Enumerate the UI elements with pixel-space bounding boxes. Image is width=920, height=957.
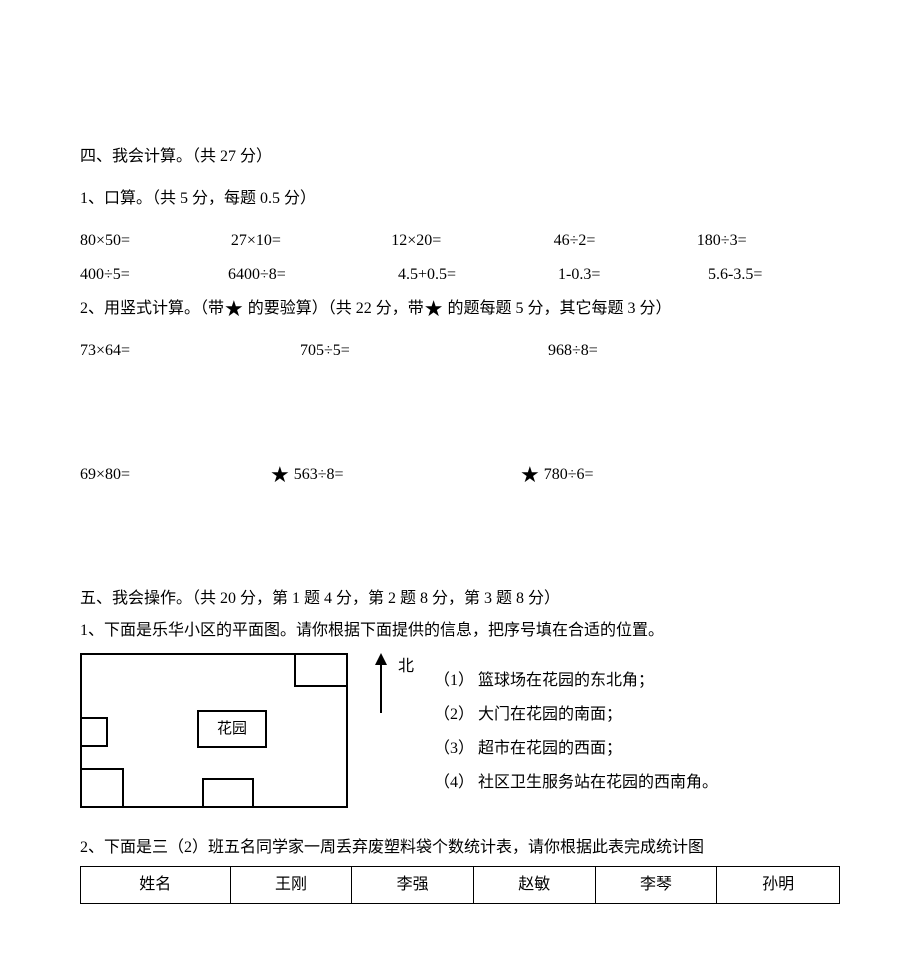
plan-garden: 花园 [197, 710, 267, 748]
calc-cell: 73×64= [80, 339, 300, 363]
calc-cell: 1-0.3= [558, 263, 708, 287]
calc-cell: 968÷8= [548, 339, 598, 363]
calc-cell: 12×20= [391, 229, 553, 253]
info-item: （1） 篮球场在花园的东北角； [434, 669, 718, 693]
info-list: （1） 篮球场在花园的东北角； （2） 大门在花园的南面； （3） 超市在花园的… [434, 649, 718, 805]
plan-map: 花园 [80, 653, 348, 808]
star-icon: ★ [270, 464, 290, 486]
calc-text: 780÷6= [544, 466, 594, 483]
calc-text: 563÷8= [294, 466, 344, 483]
section5-title: 五、我会操作。（共 20 分，第 1 题 4 分，第 2 题 8 分，第 3 题… [80, 587, 840, 611]
q2-title-a: 2、用竖式计算。（带 [80, 300, 224, 317]
stats-table: 姓名 王刚 李强 赵敏 李琴 孙明 [80, 866, 840, 904]
table-header: 王刚 [231, 867, 353, 903]
calc-cell: 46÷2= [554, 229, 697, 253]
star-icon: ★ [224, 298, 244, 320]
plan-box-s [202, 778, 254, 808]
calc-cell: 180÷3= [697, 229, 840, 253]
plan-box-sw [80, 768, 124, 808]
calc-cell: 6400÷8= [228, 263, 398, 287]
north-indicator [366, 653, 396, 713]
table-header: 李琴 [596, 867, 718, 903]
info-item: （3） 超市在花园的西面； [434, 737, 718, 761]
q1-row1: 80×50= 27×10= 12×20= 46÷2= 180÷3= [80, 229, 840, 253]
q2-title: 2、用竖式计算。（带★ 的要验算）（共 22 分，带★ 的题每题 5 分，其它每… [80, 297, 840, 321]
plan-box-ne [294, 653, 348, 687]
calc-cell: 4.5+0.5= [398, 263, 558, 287]
garden-label: 花园 [217, 718, 247, 741]
calc-cell: 5.6-3.5= [708, 263, 762, 287]
q1-title: 1、口算。（共 5 分，每题 0.5 分） [80, 187, 840, 211]
calc-cell: 80×50= [80, 229, 231, 253]
section4-title: 四、我会计算。（共 27 分） [80, 145, 840, 169]
calc-cell: 400÷5= [80, 263, 228, 287]
calc-cell: 69×80= [80, 463, 270, 487]
spacer [80, 373, 840, 463]
arrow-stem [380, 665, 382, 713]
q2-row1: 73×64= 705÷5= 968÷8= [80, 339, 840, 363]
q5-2-title: 2、下面是三（2）班五名同学家一周丢弃废塑料袋个数统计表，请你根据此表完成统计图 [80, 836, 840, 860]
map-section: 花园 北 （1） 篮球场在花园的东北角； （2） 大门在花园的南面； （3） 超… [80, 649, 840, 808]
plan-box-w [80, 717, 108, 747]
table-header: 姓名 [81, 867, 231, 903]
calc-cell: 705÷5= [300, 339, 548, 363]
calc-cell: 27×10= [231, 229, 391, 253]
north-label: 北 [398, 655, 414, 679]
star-icon: ★ [424, 298, 444, 320]
info-item: （4） 社区卫生服务站在花园的西南角。 [434, 771, 718, 795]
table-header: 赵敏 [474, 867, 596, 903]
arrow-head-icon [375, 653, 387, 665]
table-header: 孙明 [717, 867, 839, 903]
q5-1-title: 1、下面是乐华小区的平面图。请你根据下面提供的信息，把序号填在合适的位置。 [80, 619, 840, 643]
spacer [80, 497, 840, 587]
north-label-wrap: 北 [398, 655, 414, 679]
calc-cell: ★ 563÷8= [270, 463, 520, 487]
q2-title-c: 的题每题 5 分，其它每题 3 分） [444, 300, 672, 317]
table-header: 李强 [352, 867, 474, 903]
info-item: （2） 大门在花园的南面； [434, 703, 718, 727]
calc-cell: ★ 780÷6= [520, 463, 594, 487]
q2-row2: 69×80= ★ 563÷8= ★ 780÷6= [80, 463, 840, 487]
q2-title-b: 的要验算）（共 22 分，带 [244, 300, 424, 317]
star-icon: ★ [520, 464, 540, 486]
q1-row2: 400÷5= 6400÷8= 4.5+0.5= 1-0.3= 5.6-3.5= [80, 263, 840, 287]
